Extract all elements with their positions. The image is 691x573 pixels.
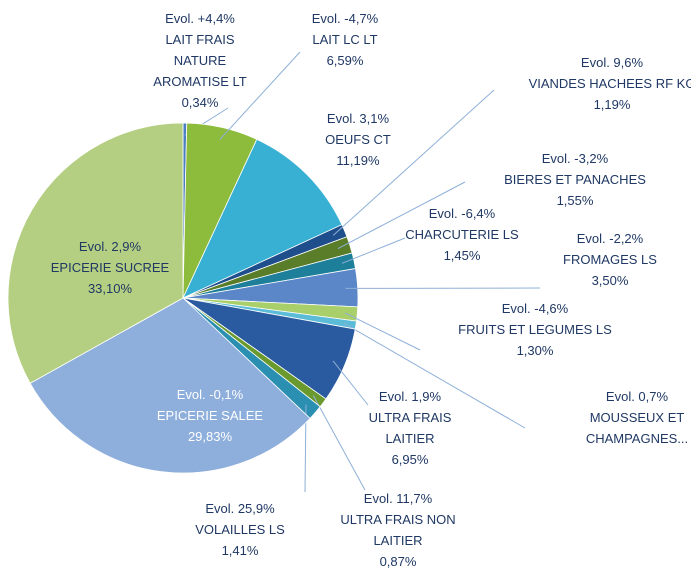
value-label: 1,45% [443,248,481,263]
evolution-label: Evol. -4,7% [311,11,379,26]
value-label: 6,95% [391,452,429,467]
slice-label: Evol. 3,1% OEUFS CT 11,19% [308,108,408,171]
leader-line [343,322,526,429]
slice-label: Evol. -6,4% CHARCUTERIE LS 1,45% [392,203,532,266]
category-label: EPICERIE SALEE [156,408,264,423]
category-label: LAIT FRAIS NATURE AROMATISE LT [153,32,247,89]
slice-label: Evol. -4,7% LAIT LC LT 6,59% [290,8,400,71]
value-label: 1,30% [516,343,554,358]
category-label: FROMAGES LS [563,252,657,267]
value-label: 1,41% [221,543,259,558]
evolution-label: Evol. -2,2% [576,231,644,246]
evolution-label: Evol. 25,9% [205,501,275,516]
slice-label: Evol. 2,9% EPICERIE SUCREE 33,10% [35,236,185,299]
slice-label: Evol. 9,6% VIANDES HACHEES RF KG 1,19% [517,52,691,115]
slice-label: Evol. -4,6% FRUITS ET LEGUMES LS 1,30% [450,298,620,361]
value-label: 11,19% [336,153,380,168]
value-label: 3,50% [591,273,629,288]
leader-line [344,312,421,351]
value-label: 0,34% [181,95,219,110]
category-label: FRUITS ET LEGUMES LS [458,322,612,337]
evolution-label: Evol. 1,9% [378,389,442,404]
value-label: 0,87% [379,554,417,569]
slice-label: Evol. +4,4% LAIT FRAIS NATURE AROMATISE L… [140,8,260,113]
category-label: MOUSSEUX ET CHAMPAGNES... [585,410,689,446]
category-label: VIANDES HACHEES RF KG [528,76,691,91]
evolution-label: Evol. 3,1% [326,111,390,126]
slice-label: Evol. 11,7% ULTRA FRAIS NON LAITIER 0,87% [328,488,468,572]
category-label: BIERES ET PANACHES [504,172,646,187]
slice-label: Evol. 25,9% VOLAILLES LS 1,41% [180,498,300,561]
evolution-label: Evol. 0,7% [605,389,669,404]
value-label: 33,10% [87,281,133,296]
slice-label: Evol. 1,9% ULTRA FRAIS LAITIER 6,95% [360,386,460,470]
slice-label: Evol. -3,2% BIERES ET PANACHES 1,55% [490,148,660,211]
slice-label: Evol. 0,7% MOUSSEUX ET CHAMPAGNES... [577,386,691,449]
evolution-label: Evol. 2,9% [78,239,142,254]
pie-slice [7,122,184,384]
value-label: 1,19% [593,97,631,112]
evolution-label: Evol. -4,6% [501,301,569,316]
category-label: VOLAILLES LS [195,522,285,537]
leader-line [312,395,366,491]
category-label: CHARCUTERIE LS [405,227,519,242]
slice-label: Evol. -2,2% FROMAGES LS 3,50% [550,228,670,291]
slice-label: Evol. -0,1% EPICERIE SALEE 29,83% [140,384,280,447]
evolution-label: Evol. 11,7% [363,491,433,506]
leader-line [341,237,406,264]
value-label: 29,83% [187,429,233,444]
category-label: ULTRA FRAIS LAITIER [368,410,452,446]
evolution-label: Evol. -6,4% [428,206,496,221]
evolution-label: Evol. 9,6% [580,55,644,70]
leader-line [219,51,301,140]
leader-line [332,360,369,406]
category-label: ULTRA FRAIS NON LAITIER [340,512,456,548]
evolution-label: Evol. -3,2% [541,151,609,166]
value-label: 6,59% [326,53,364,68]
category-label: LAIT LC LT [312,32,378,47]
value-label: 1,55% [556,193,594,208]
category-label: OEUFS CT [325,132,391,147]
leader-line [337,181,466,249]
evolution-label: Evol. -0,1% [176,387,244,402]
evolution-label: Evol. +4,4% [165,11,235,26]
pie-slice [182,138,343,299]
category-label: EPICERIE SUCREE [50,260,170,275]
leader-line [332,89,495,236]
pie-slice [29,297,311,474]
